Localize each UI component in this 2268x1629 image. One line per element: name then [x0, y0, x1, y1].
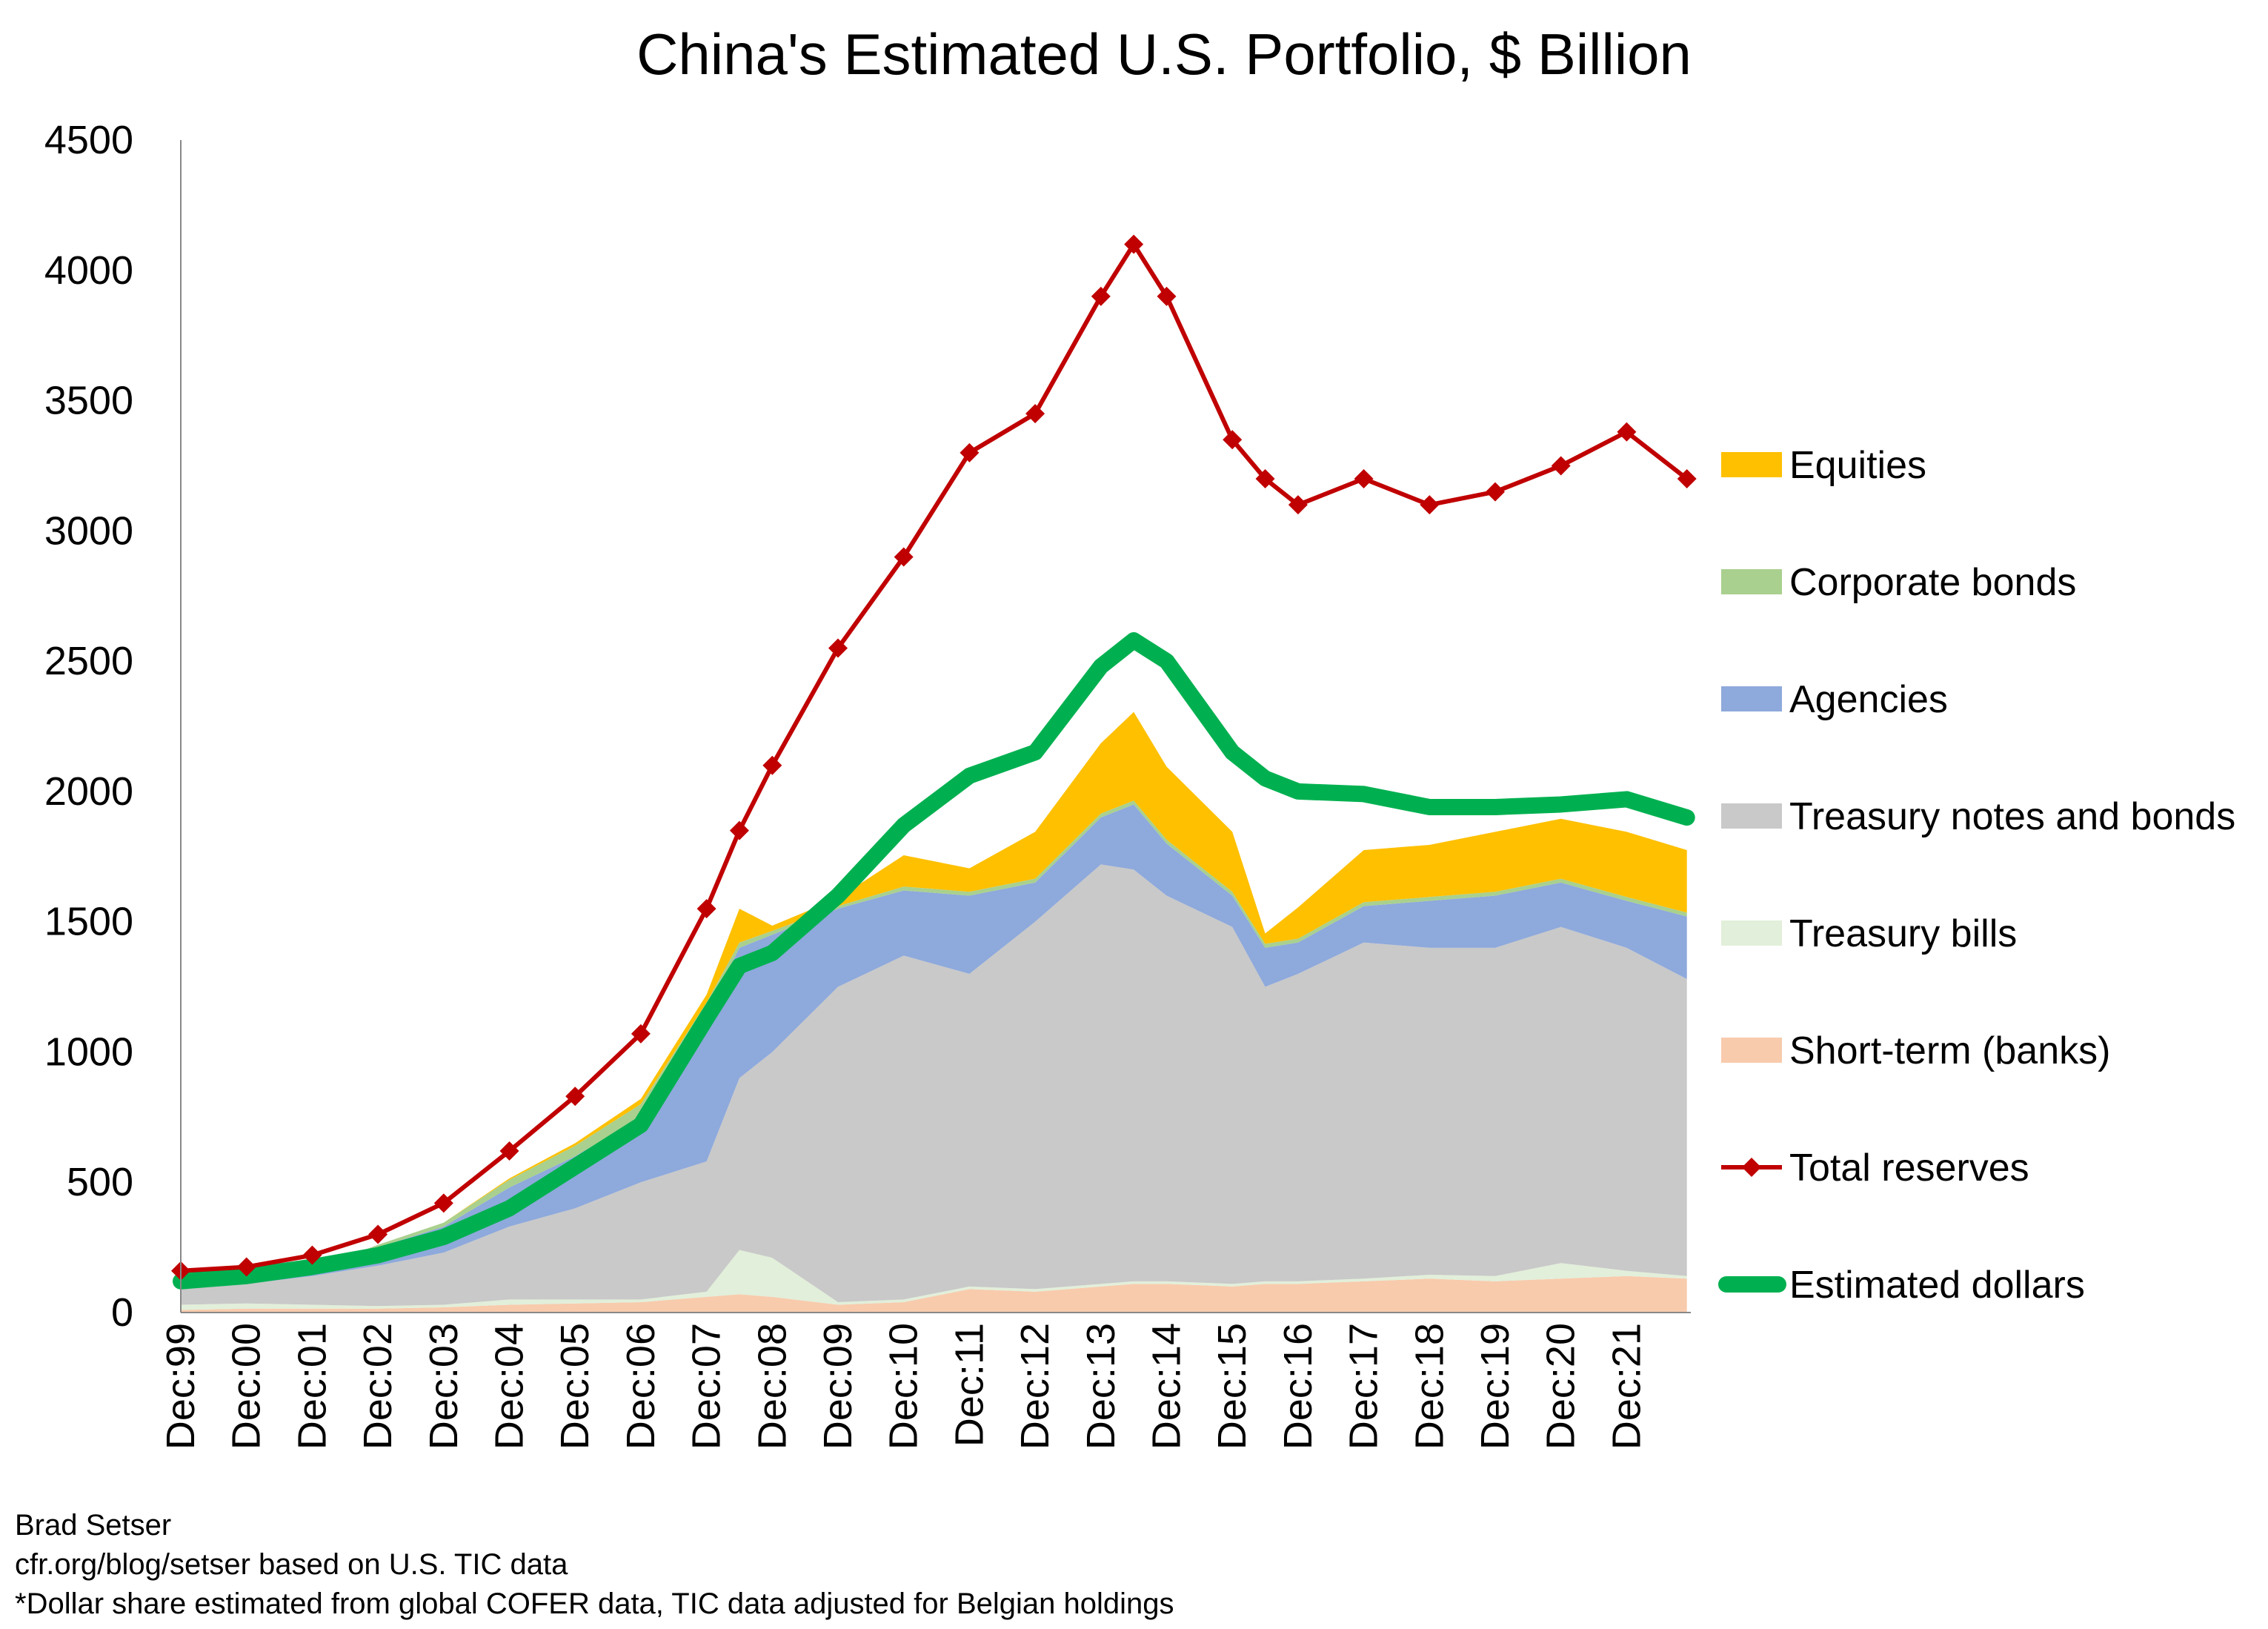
marker-total-reserves: [1288, 495, 1308, 515]
chart-title: China's Estimated U.S. Portfolio, $ Bill…: [636, 21, 1692, 87]
legend-swatch-short-term-banks-: [1721, 1038, 1782, 1063]
y-tick-label: 0: [111, 1290, 133, 1335]
marker-total-reserves: [696, 899, 716, 919]
legend-label-estimated-dollars: Estimated dollars: [1789, 1264, 2085, 1307]
legend-label-equities: Equities: [1789, 444, 1926, 487]
x-tick-label: Dec:16: [1276, 1323, 1320, 1450]
area-treasury-bills: [181, 1250, 1687, 1310]
y-tick-label: 3500: [44, 379, 133, 423]
marker-total-reserves: [1551, 456, 1571, 476]
marker-total-reserves: [1617, 422, 1637, 442]
marker-total-reserves: [828, 638, 848, 658]
marker-total-reserves: [1124, 234, 1144, 254]
marker-total-reserves: [1157, 286, 1177, 306]
area-treasury-notes-and-bonds: [181, 864, 1687, 1307]
x-tick-label: Dec:18: [1407, 1323, 1451, 1450]
x-tick-label: Dec:99: [159, 1323, 203, 1450]
marker-total-reserves: [368, 1224, 388, 1244]
legend-label-treasury-notes-and-bonds: Treasury notes and bonds: [1789, 795, 2235, 838]
y-tick-label: 1500: [44, 900, 133, 944]
y-tick-label: 2000: [44, 769, 133, 814]
legend-swatch-corporate-bonds: [1721, 569, 1782, 594]
marker-total-reserves: [1677, 469, 1697, 489]
x-tick-label: Dec:17: [1342, 1323, 1386, 1450]
x-tick-label: Dec:02: [356, 1323, 400, 1450]
x-tick-label: Dec:01: [290, 1323, 334, 1450]
footer-note: *Dollar share estimated from global COFE…: [15, 1587, 1174, 1620]
legend-swatch-agencies: [1721, 686, 1782, 711]
x-tick-label: Dec:15: [1210, 1323, 1254, 1450]
marker-total-reserves: [236, 1257, 256, 1277]
marker-total-reserves: [1255, 469, 1275, 489]
area-short-term-banks-: [181, 1275, 1687, 1313]
legend-label-short-term-banks-: Short-term (banks): [1789, 1029, 2110, 1072]
x-tick-label: Dec:21: [1604, 1323, 1649, 1450]
x-tick-label: Dec:09: [816, 1323, 860, 1450]
footer-author: Brad Setser: [15, 1509, 172, 1542]
marker-total-reserves: [960, 442, 980, 462]
marker-total-reserves: [1486, 482, 1505, 502]
legend-label-treasury-bills: Treasury bills: [1789, 912, 2017, 955]
legend-label-corporate-bonds: Corporate bonds: [1789, 561, 2076, 604]
legend-marker-total-reserves: [1742, 1158, 1761, 1177]
area-agencies: [181, 804, 1687, 1287]
y-tick-label: 4500: [44, 118, 133, 162]
footer-source: cfr.org/blog/setser based on U.S. TIC da…: [15, 1548, 568, 1581]
x-tick-label: Dec:04: [488, 1323, 532, 1450]
marker-total-reserves: [302, 1245, 322, 1265]
y-tick-label: 1000: [44, 1029, 133, 1074]
marker-total-reserves: [1354, 469, 1374, 489]
legend-label-total-reserves: Total reserves: [1789, 1147, 2029, 1190]
marker-total-reserves: [499, 1141, 519, 1161]
x-tick-label: Dec:13: [1079, 1323, 1123, 1450]
area-corporate-bonds: [181, 800, 1687, 1283]
line-estimated-dollars: [173, 631, 1695, 1290]
y-tick-label: 500: [67, 1160, 133, 1204]
y-tick-label: 4000: [44, 248, 133, 293]
marker-total-reserves: [1091, 286, 1111, 306]
x-tick-label: Dec:11: [947, 1323, 991, 1447]
marker-total-reserves: [1025, 404, 1045, 424]
x-tick-label: Dec:12: [1013, 1323, 1057, 1450]
x-tick-label: Dec:07: [685, 1323, 729, 1450]
marker-total-reserves: [433, 1193, 453, 1213]
marker-total-reserves: [631, 1023, 651, 1044]
y-tick-label: 3000: [44, 508, 133, 553]
marker-total-reserves: [565, 1086, 585, 1107]
marker-total-reserves: [894, 547, 914, 567]
x-tick-label: Dec:20: [1539, 1323, 1583, 1450]
x-tick-label: Dec:05: [553, 1323, 597, 1450]
marker-total-reserves: [762, 755, 782, 775]
x-tick-label: Dec:19: [1473, 1323, 1517, 1450]
marker-total-reserves: [1223, 430, 1243, 450]
legend-swatch-treasury-notes-and-bonds: [1721, 803, 1782, 829]
marker-total-reserves: [729, 820, 749, 840]
legend-swatch-treasury-bills: [1721, 920, 1782, 946]
legend-swatch-equities: [1721, 452, 1782, 477]
marker-total-reserves: [1420, 495, 1440, 515]
x-tick-label: Dec:10: [882, 1323, 926, 1450]
x-tick-label: Dec:08: [750, 1323, 794, 1450]
x-tick-label: Dec:06: [619, 1323, 663, 1450]
x-tick-label: Dec:03: [422, 1323, 466, 1450]
y-tick-label: 2500: [44, 639, 133, 683]
x-tick-label: Dec:00: [225, 1323, 269, 1450]
x-tick-label: Dec:14: [1145, 1323, 1189, 1450]
legend-label-agencies: Agencies: [1789, 678, 1948, 721]
